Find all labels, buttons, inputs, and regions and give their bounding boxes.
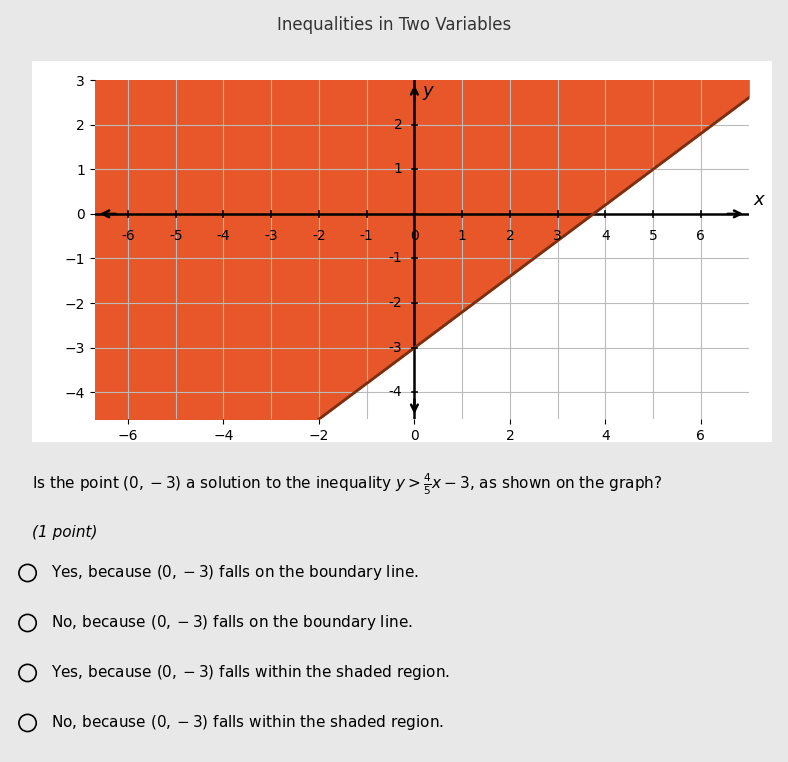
Text: Yes, because $(0,-3)$ falls on the boundary line.: Yes, because $(0,-3)$ falls on the bound… [51, 563, 419, 582]
Text: -2: -2 [312, 229, 325, 244]
Text: 1: 1 [394, 162, 403, 176]
Text: -5: -5 [169, 229, 183, 244]
Text: 4: 4 [601, 229, 610, 244]
Text: Inequalities in Two Variables: Inequalities in Two Variables [277, 16, 511, 34]
Text: 0: 0 [410, 229, 418, 244]
Text: -1: -1 [388, 251, 403, 265]
Text: $y$: $y$ [422, 85, 435, 102]
Text: -3: -3 [265, 229, 278, 244]
Text: -4: -4 [388, 386, 403, 399]
Text: -4: -4 [217, 229, 230, 244]
Text: No, because $(0,-3)$ falls on the boundary line.: No, because $(0,-3)$ falls on the bounda… [51, 613, 413, 632]
Text: 5: 5 [649, 229, 657, 244]
Text: -3: -3 [388, 341, 403, 355]
Text: No, because $(0,-3)$ falls within the shaded region.: No, because $(0,-3)$ falls within the sh… [51, 713, 444, 732]
Text: (1 point): (1 point) [32, 524, 97, 539]
Text: 2: 2 [394, 117, 403, 132]
Text: Yes, because $(0,-3)$ falls within the shaded region.: Yes, because $(0,-3)$ falls within the s… [51, 664, 450, 683]
Text: 1: 1 [458, 229, 466, 244]
Text: $x$: $x$ [753, 191, 767, 210]
Text: -6: -6 [121, 229, 135, 244]
Text: -1: -1 [360, 229, 374, 244]
Text: Is the point $(0,-3)$ a solution to the inequality $y > \frac{4}{5}x - 3$, as sh: Is the point $(0,-3)$ a solution to the … [32, 472, 662, 497]
Text: 3: 3 [553, 229, 562, 244]
Text: 2: 2 [506, 229, 515, 244]
Text: -2: -2 [388, 296, 403, 310]
Text: 6: 6 [697, 229, 705, 244]
